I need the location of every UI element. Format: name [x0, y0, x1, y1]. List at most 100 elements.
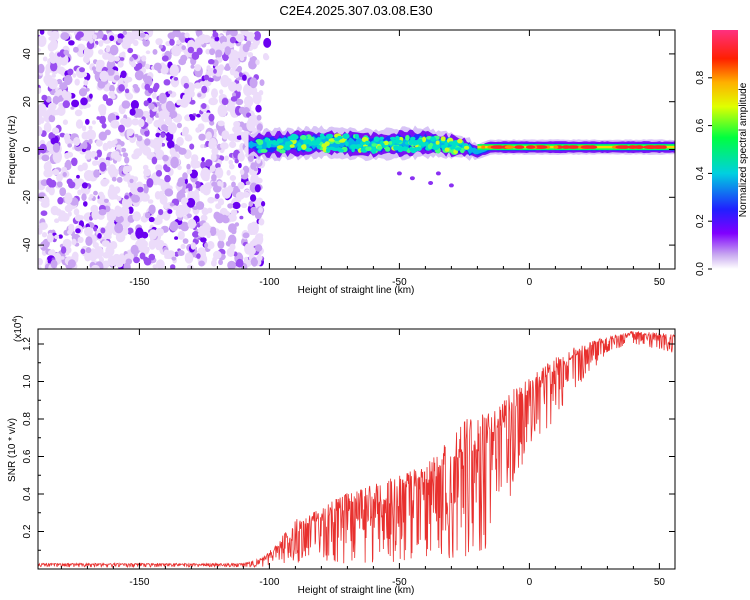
signal-blob	[316, 144, 321, 150]
noise-speckle	[66, 151, 74, 158]
noise-speckle	[261, 201, 266, 207]
noise-speckle	[38, 121, 42, 126]
signal-peak	[525, 145, 536, 149]
noise-speckle	[235, 258, 244, 268]
noise-speckle	[248, 226, 256, 236]
noise-speckle	[225, 78, 232, 84]
noise-speckle	[130, 61, 137, 68]
noise-speckle	[220, 254, 226, 260]
noise-speckle	[182, 238, 189, 244]
noise-speckle	[125, 92, 134, 100]
noise-speckle	[243, 95, 254, 108]
noise-speckle	[250, 42, 258, 50]
noise-speckle	[83, 201, 88, 207]
signal-peak	[566, 145, 581, 149]
signal-blob	[364, 140, 370, 146]
noise-speckle	[77, 164, 85, 172]
colorbar-gradient	[712, 30, 738, 269]
noise-speckle	[205, 131, 212, 141]
noise-speckle	[73, 46, 79, 53]
x-tick-label: -50	[392, 577, 407, 588]
signal-blob	[256, 145, 262, 149]
noise-speckle	[89, 38, 94, 44]
noise-speckle	[88, 138, 93, 145]
noise-speckle	[85, 118, 90, 125]
noise-speckle	[106, 140, 113, 149]
noise-speckle	[89, 194, 94, 199]
noise-speckle	[70, 106, 75, 110]
noise-speckle	[109, 84, 115, 93]
noise-speckle	[197, 232, 204, 237]
noise-speckle	[229, 163, 235, 170]
noise-speckle	[99, 115, 106, 124]
noise-speckle	[143, 100, 149, 107]
noise-speckle	[225, 63, 231, 71]
noise-speckle	[219, 89, 224, 95]
y-tick-label: 20	[22, 96, 33, 108]
noise-speckle	[229, 30, 238, 37]
noise-speckle	[153, 82, 160, 90]
noise-speckle	[71, 99, 80, 108]
noise-speckle	[217, 120, 225, 127]
signal-blob	[397, 145, 404, 150]
noise-speckle	[240, 30, 248, 35]
noise-speckle	[102, 225, 113, 239]
noise-speckle	[64, 161, 70, 166]
signal-blob	[289, 137, 297, 141]
noise-speckle	[120, 117, 128, 125]
noise-speckle	[153, 62, 162, 71]
spectrogram-y-ticks: -40 -20 0 20 40	[22, 48, 675, 252]
noise-speckle	[127, 47, 134, 54]
noise-speckle	[134, 70, 144, 81]
noise-speckle	[200, 161, 206, 169]
signal-blob	[383, 140, 390, 146]
noise-speckle	[204, 242, 209, 248]
noise-speckle	[174, 236, 179, 240]
y-tick-label: 0	[22, 146, 33, 152]
noise-speckle	[45, 69, 50, 76]
noise-speckle	[167, 140, 175, 149]
noise-speckle	[256, 123, 263, 132]
noise-speckle	[96, 116, 101, 120]
noise-speckle	[181, 130, 188, 137]
noise-speckle	[158, 92, 167, 104]
noise-speckle	[255, 104, 262, 113]
noise-speckle	[182, 172, 188, 180]
noise-speckle	[213, 250, 222, 260]
noise-speckle	[131, 194, 141, 203]
noise-speckle	[45, 186, 52, 193]
noise-speckle	[179, 97, 189, 108]
noise-speckle	[175, 207, 185, 218]
noise-speckle	[148, 253, 156, 261]
x-tick-label: 50	[654, 577, 666, 588]
noise-speckle	[105, 47, 110, 53]
noise-speckle	[237, 181, 245, 190]
noise-speckle	[52, 150, 62, 164]
colorbar-tick-label: 0.8	[695, 70, 706, 84]
noise-speckle	[146, 178, 154, 188]
noise-speckle	[184, 252, 194, 264]
noise-speckle	[88, 125, 93, 130]
noise-speckle	[234, 185, 239, 190]
noise-speckle	[176, 39, 181, 45]
colorbar-tick-label: 0.6	[695, 118, 706, 132]
noise-speckle	[161, 55, 169, 62]
signal-blob	[365, 146, 372, 152]
noise-speckle	[169, 38, 175, 46]
signal-blob	[454, 147, 462, 151]
noise-speckle	[121, 100, 131, 109]
noise-speckle	[242, 43, 250, 53]
signal-blob	[389, 136, 396, 141]
noise-speckle	[201, 33, 206, 40]
noise-speckle	[67, 259, 76, 268]
noise-speckle	[199, 39, 205, 45]
noise-speckle	[259, 79, 265, 86]
noise-speckle	[148, 87, 154, 94]
signal-blob	[463, 145, 470, 150]
noise-speckle	[254, 244, 263, 252]
signal-blob	[285, 146, 291, 150]
noise-speckle	[155, 227, 164, 237]
noise-speckle	[200, 214, 208, 222]
noise-speckle	[54, 218, 60, 223]
noise-speckle	[177, 165, 182, 171]
